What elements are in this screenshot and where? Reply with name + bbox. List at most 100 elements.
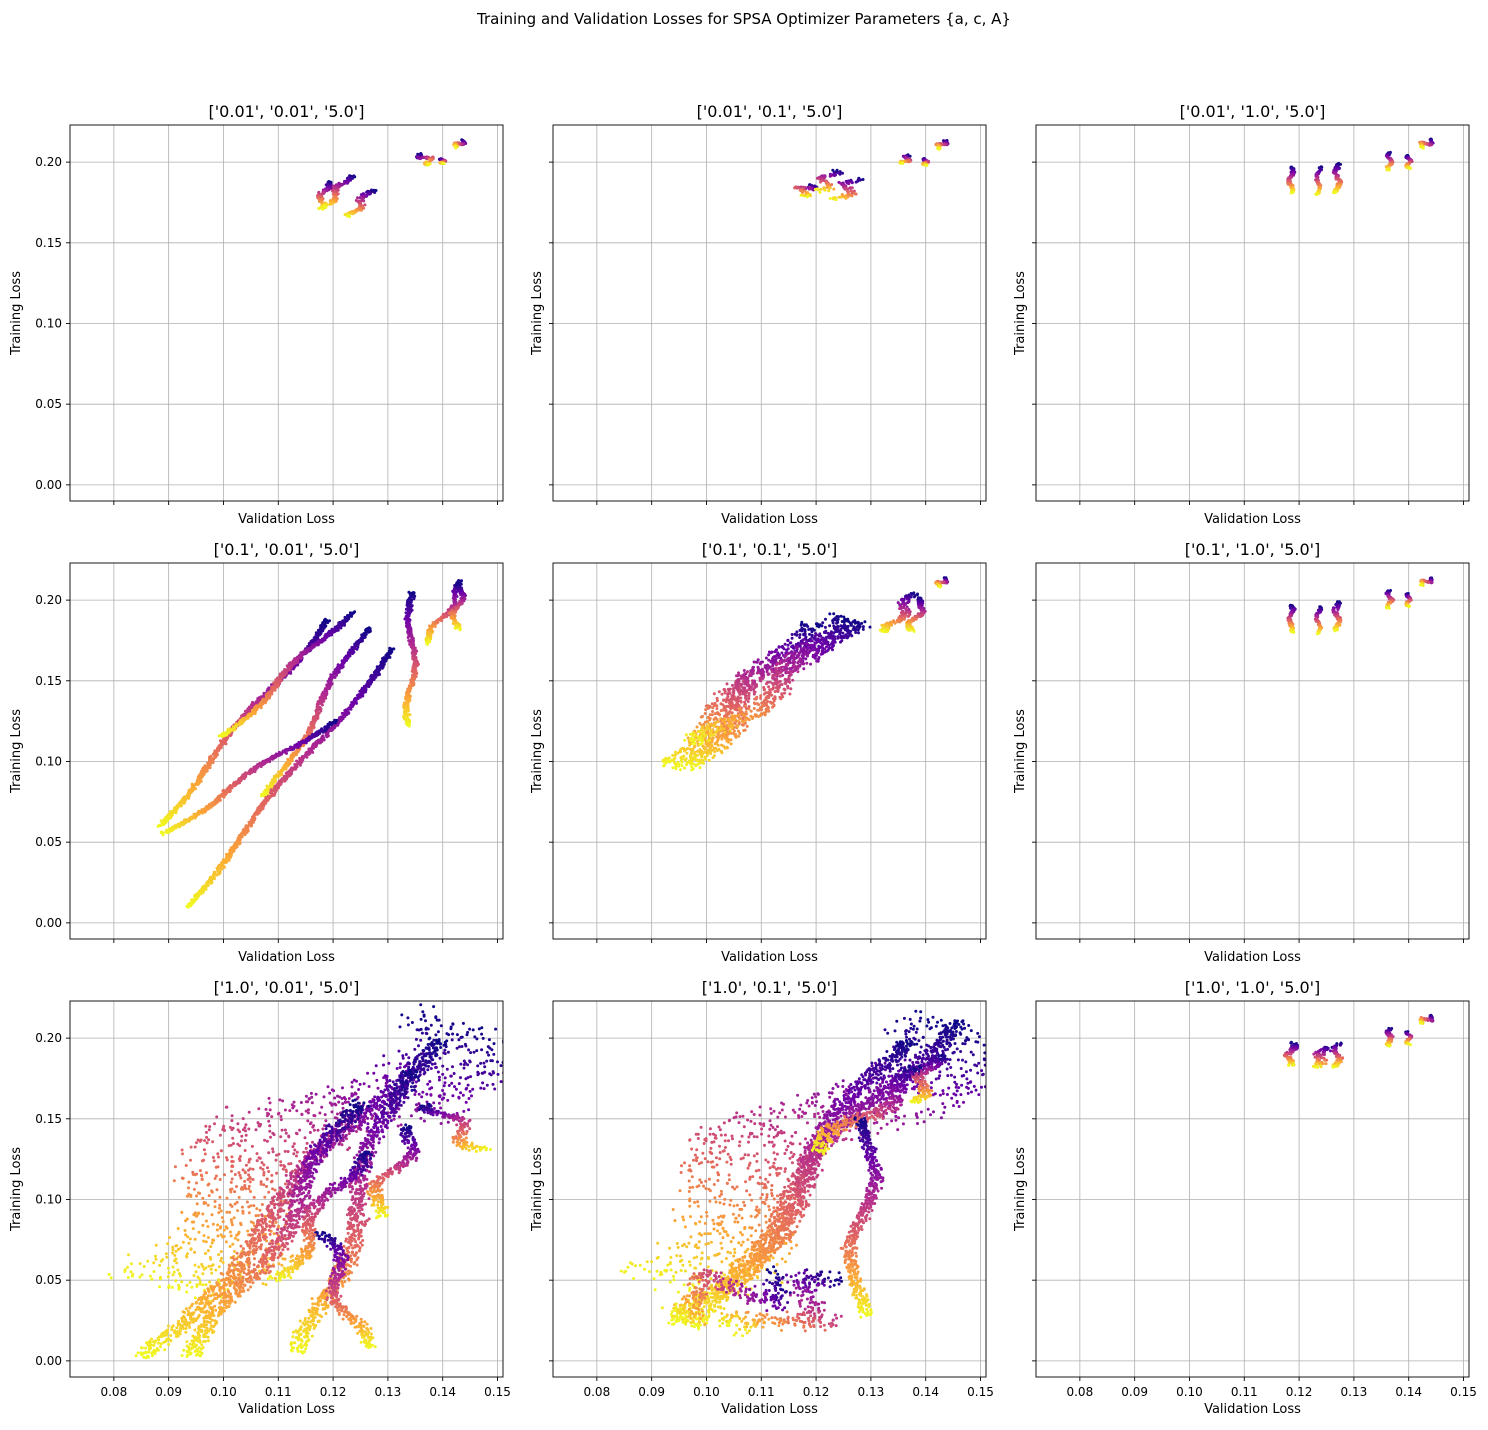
scatter-point — [817, 657, 820, 661]
scatter-point — [363, 203, 367, 207]
series-5 — [1404, 153, 1414, 171]
y-tick-label: 0.20 — [35, 155, 62, 169]
scatter-point — [455, 624, 459, 627]
scatter-point — [900, 162, 904, 165]
scatter-point — [309, 647, 313, 651]
scatter-point — [839, 181, 843, 185]
series-6 — [452, 138, 468, 150]
y-tick-label: 0.10 — [35, 316, 62, 330]
scatter-point — [322, 699, 326, 703]
scatter-point — [419, 157, 422, 161]
scatter-point — [174, 826, 178, 830]
scatter-point — [853, 192, 856, 196]
scatter-point — [368, 192, 372, 196]
scatter-point — [314, 643, 318, 647]
scatter-point — [842, 615, 846, 619]
scatter-point — [259, 706, 263, 710]
series-2 — [321, 174, 357, 209]
y-tick-label: 0.15 — [35, 236, 62, 250]
scatter-point — [324, 205, 327, 209]
scatter-point — [861, 178, 865, 181]
scatter-point — [161, 833, 165, 837]
scatter-point — [845, 187, 849, 191]
scatter-point — [805, 195, 809, 199]
scatter-point — [223, 861, 227, 865]
scatter-point — [821, 621, 825, 625]
scatter-point — [193, 816, 196, 820]
scatter-point — [259, 765, 263, 769]
scatter-point — [412, 597, 416, 601]
scatter-point — [827, 189, 831, 193]
scatter-point — [799, 193, 803, 197]
y-axis-label: Training Loss — [9, 709, 24, 794]
scatter-point — [433, 625, 437, 628]
scatter-point — [245, 830, 249, 834]
scatter-point — [1333, 191, 1337, 195]
scatter-point — [349, 211, 353, 215]
scatter-point — [823, 625, 827, 629]
scatter-point — [367, 630, 371, 634]
scatter-point — [828, 197, 832, 200]
scatter-point — [1340, 180, 1344, 184]
scatter-point — [335, 673, 338, 677]
scatter-point — [405, 713, 409, 717]
scatter-point — [358, 689, 362, 693]
scatter-point — [376, 673, 380, 677]
scatter-point — [1292, 173, 1296, 177]
scatter-point — [277, 753, 281, 757]
scatter-point — [804, 657, 808, 661]
scatter-point — [800, 190, 804, 194]
series-6 — [934, 139, 950, 151]
scatter-point — [424, 638, 428, 642]
scatter-point — [356, 697, 360, 700]
scatter-point — [1315, 193, 1319, 196]
scatter-point — [320, 703, 324, 707]
scatter-point — [373, 191, 377, 194]
scatter-point — [285, 664, 289, 668]
scatter-point — [330, 633, 334, 637]
scatter-point — [790, 666, 794, 670]
panel-2: ['0.01', '0.1', '5.0']Validation LossTra… — [530, 102, 987, 527]
scatter-point — [249, 824, 253, 828]
scatter-point — [288, 668, 292, 672]
scatter-point — [1289, 191, 1293, 195]
series-7 — [185, 646, 396, 909]
scatter-point — [823, 188, 827, 192]
scatter-point — [850, 186, 854, 190]
scatter-point — [802, 667, 806, 671]
scatter-point — [333, 676, 337, 679]
series-3 — [343, 188, 378, 218]
scatter-point — [187, 819, 191, 823]
axes-frame — [552, 124, 987, 502]
scatter-point — [242, 777, 246, 781]
scatter-points — [793, 139, 950, 202]
series-4 — [402, 590, 420, 728]
scatter-point — [841, 171, 844, 175]
scatter-point — [228, 790, 232, 794]
scatter-point — [854, 180, 858, 184]
series-3 — [828, 176, 865, 202]
scatter-point — [380, 666, 384, 670]
scatter-point — [324, 694, 327, 698]
scatter-point — [793, 186, 797, 190]
scatter-point — [819, 652, 823, 656]
series-4 — [415, 152, 435, 167]
scatter-point — [453, 626, 457, 630]
scatter-point — [311, 750, 315, 754]
series-4 — [1384, 150, 1395, 172]
scatter-point — [223, 734, 227, 738]
scatter-point — [832, 187, 836, 191]
scatter-point — [222, 865, 226, 869]
scatter-point — [407, 724, 411, 728]
scatter-point — [231, 728, 235, 732]
series-3 — [260, 626, 372, 798]
scatter-point — [305, 755, 309, 759]
scatter-point — [218, 734, 222, 738]
plot-area — [1036, 125, 1469, 501]
scatter-point — [784, 671, 788, 675]
axes-frame — [69, 124, 504, 502]
scatter-point — [240, 835, 244, 839]
scatter-point — [1387, 168, 1391, 172]
scatter-point — [839, 614, 843, 618]
